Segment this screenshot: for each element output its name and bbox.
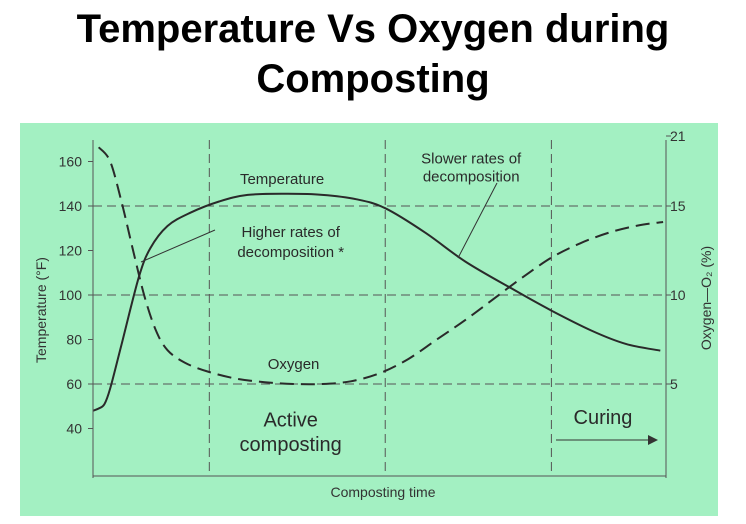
annotation-label: composting <box>240 434 342 456</box>
annotation-label: Curing <box>574 407 633 429</box>
left-tick-label: 80 <box>66 332 82 348</box>
x-axis-label: Composting time <box>330 484 435 500</box>
left-tick-label: 100 <box>59 287 83 303</box>
title-line-1: Temperature Vs Oxygen during <box>76 7 670 51</box>
annotation-label: Oxygen <box>268 356 320 373</box>
left-tick-label: 120 <box>59 243 83 259</box>
y-axis-label-right: Oxygen—O₂ (%) <box>698 246 714 350</box>
left-tick-label: 160 <box>59 154 83 170</box>
series-line-temperature <box>92 192 661 412</box>
annotation-label: Active <box>263 409 317 431</box>
slower-rates-leader <box>457 182 498 259</box>
right-tick-label: 21 <box>670 128 686 144</box>
left-tick-label: 140 <box>59 198 83 214</box>
series-line-oxygen <box>97 146 664 386</box>
right-tick-label: 10 <box>670 287 686 303</box>
annotation-label: Temperature <box>240 171 324 188</box>
higher-rates-leader <box>140 229 216 263</box>
left-tick-label: 40 <box>66 421 82 437</box>
title-line-2: Composting <box>256 57 490 101</box>
right-tick-label: 15 <box>670 198 686 214</box>
annotation-label: Slower rates of <box>421 151 522 168</box>
left-tick-label: 60 <box>66 376 82 392</box>
annotation-label: decomposition * <box>237 244 344 261</box>
chart-title: Temperature Vs Oxygen during Composting <box>0 4 746 104</box>
right-tick-label: 5 <box>670 376 678 392</box>
annotation-label: Higher rates of <box>241 224 340 241</box>
curing-arrow-head-icon <box>648 435 658 445</box>
annotation-label: decomposition <box>423 169 520 186</box>
chart-background <box>20 123 718 516</box>
y-axis-label-left: Temperature (°F) <box>33 257 49 363</box>
